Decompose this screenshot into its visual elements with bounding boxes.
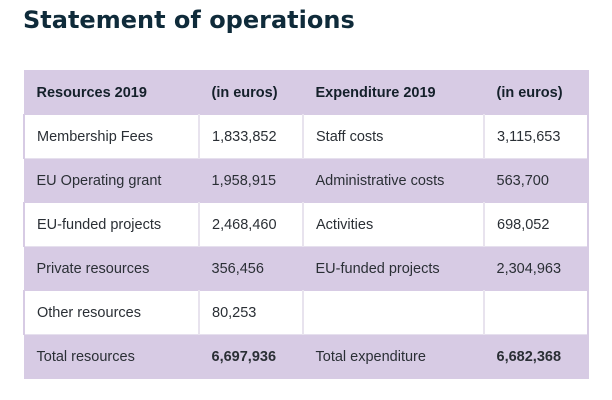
table-row: Private resources 356,456 EU-funded proj… xyxy=(23,246,589,291)
expenditure-amount: 3,115,653 xyxy=(483,114,589,159)
statement-table: Resources 2019 (in euros) Expenditure 20… xyxy=(23,70,589,379)
totals-row: Total resources 6,697,936 Total expendit… xyxy=(23,334,589,379)
expenditure-label: Administrative costs xyxy=(302,158,485,203)
header-resources: Resources 2019 xyxy=(23,70,200,115)
total-expenditure-label: Total expenditure xyxy=(302,334,485,379)
expenditure-amount xyxy=(483,290,589,335)
resource-amount: 2,468,460 xyxy=(198,202,304,247)
expenditure-label: Activities xyxy=(302,202,485,247)
expenditure-label: Staff costs xyxy=(302,114,485,159)
total-resources-label: Total resources xyxy=(23,334,200,379)
page-title: Statement of operations xyxy=(23,6,355,34)
resource-amount: 1,833,852 xyxy=(198,114,304,159)
resource-label: Membership Fees xyxy=(23,114,200,159)
resource-label: Private resources xyxy=(23,246,200,291)
header-resources-unit: (in euros) xyxy=(198,70,304,115)
expenditure-amount: 563,700 xyxy=(483,158,589,203)
header-expenditure-unit: (in euros) xyxy=(483,70,589,115)
resource-label: EU-funded projects xyxy=(23,202,200,247)
resource-amount: 80,253 xyxy=(198,290,304,335)
table-row: Other resources 80,253 xyxy=(23,290,589,335)
header-expenditure: Expenditure 2019 xyxy=(302,70,485,115)
table-row: EU Operating grant 1,958,915 Administrat… xyxy=(23,158,589,203)
table-row: EU-funded projects 2,468,460 Activities … xyxy=(23,202,589,247)
resource-amount: 1,958,915 xyxy=(198,158,304,203)
expenditure-label xyxy=(302,290,485,335)
total-expenditure-amount: 6,682,368 xyxy=(483,334,589,379)
table-row: Membership Fees 1,833,852 Staff costs 3,… xyxy=(23,114,589,159)
table-header-row: Resources 2019 (in euros) Expenditure 20… xyxy=(23,70,589,115)
resource-amount: 356,456 xyxy=(198,246,304,291)
expenditure-amount: 698,052 xyxy=(483,202,589,247)
total-resources-amount: 6,697,936 xyxy=(198,334,304,379)
resource-label: Other resources xyxy=(23,290,200,335)
resource-label: EU Operating grant xyxy=(23,158,200,203)
expenditure-label: EU-funded projects xyxy=(302,246,485,291)
expenditure-amount: 2,304,963 xyxy=(483,246,589,291)
